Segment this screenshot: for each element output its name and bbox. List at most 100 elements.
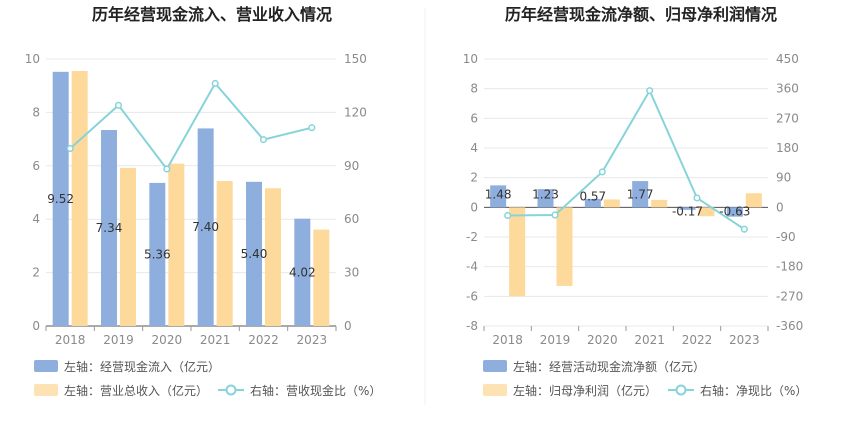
bar-secondary-2023 bbox=[313, 229, 330, 326]
left-tick-label: 4 bbox=[470, 141, 478, 155]
x-tick-label: 2023 bbox=[297, 333, 328, 347]
data-label-2023: -0.63 bbox=[719, 204, 750, 218]
data-label-2022: 5.40 bbox=[241, 247, 268, 261]
bar-secondary-2018 bbox=[71, 71, 88, 326]
bar-primary-2021 bbox=[632, 181, 649, 208]
legend-marker-net-ratio bbox=[675, 384, 687, 396]
bar-secondary-2021 bbox=[216, 181, 233, 326]
right-tick-label: -180 bbox=[776, 260, 803, 274]
bars bbox=[490, 181, 762, 297]
ratio-point-2022 bbox=[259, 136, 268, 144]
right-tick-label: 360 bbox=[776, 82, 799, 96]
data-labels: 9.52 7.34 5.36 7.40 5.40 4.02 bbox=[47, 192, 315, 279]
left-tick-label: 10 bbox=[25, 52, 40, 66]
bar-primary-2019 bbox=[101, 130, 117, 326]
legend: 左轴：经营活动现金流净额（亿元） 左轴：归母净利润（亿元） 右轴：净现比（%） bbox=[483, 359, 807, 398]
x-tick-label: 2019 bbox=[103, 333, 134, 347]
ratio-point-2021 bbox=[211, 79, 219, 87]
data-label-2019: 7.34 bbox=[96, 221, 123, 235]
ratio-point-2019 bbox=[551, 211, 559, 219]
data-label-2022: -0.17 bbox=[672, 204, 703, 218]
ratio-point-2018 bbox=[66, 144, 74, 153]
right-tick-label: -90 bbox=[776, 230, 796, 244]
x-axis-ticks: 2018 2019 2020 2021 2022 2023 bbox=[483, 326, 769, 347]
x-tick-label: 2018 bbox=[492, 333, 523, 347]
right-tick-label: 90 bbox=[344, 159, 359, 173]
bar-secondary-2023 bbox=[745, 193, 762, 208]
bar-secondary-2019 bbox=[120, 167, 136, 326]
legend: 左轴：经营现金流入（亿元） 左轴：营业总收入（亿元） 右轴：营收现金比（%） bbox=[34, 359, 381, 398]
bar-primary-2018 bbox=[52, 71, 69, 326]
chart-panel-cash-inflow-revenue: 历年经营现金流入、营业收入情况 0 2 4 6 8 10 0 30 60 90 120 150 20… bbox=[25, 5, 382, 398]
ratio-line bbox=[66, 79, 316, 173]
x-tick-label: 2020 bbox=[587, 333, 618, 347]
legend-cash-inflow[interactable]: 左轴：经营现金流入（亿元） bbox=[64, 359, 220, 374]
left-tick-label: 4 bbox=[32, 212, 40, 226]
bar-primary-2020 bbox=[584, 198, 601, 208]
ratio-point-2023 bbox=[740, 225, 748, 233]
right-tick-label: 180 bbox=[776, 141, 799, 155]
chart-title: 历年经营现金流入、营业收入情况 bbox=[92, 5, 332, 24]
bar-secondary-2019 bbox=[556, 207, 573, 286]
right-tick-label: 150 bbox=[344, 52, 367, 66]
bar-primary-2022 bbox=[246, 181, 262, 326]
legend-ratio[interactable]: 右轴：营收现金比（%） bbox=[250, 383, 381, 398]
data-label-2018: 9.52 bbox=[47, 192, 74, 206]
data-labels: 1.48 1.23 0.57 1.77 -0.17 -0.63 bbox=[485, 187, 751, 218]
bar-primary-2023 bbox=[726, 207, 743, 217]
legend-net-profit[interactable]: 左轴：归母净利润（亿元） bbox=[513, 383, 657, 398]
bar-secondary-2020 bbox=[168, 163, 185, 326]
legend-swatch-cash-inflow bbox=[34, 360, 58, 372]
data-label-2021: 1.77 bbox=[627, 187, 654, 201]
right-tick-label: -360 bbox=[776, 319, 803, 333]
left-tick-label: 2 bbox=[32, 266, 40, 280]
left-tick-label: 0 bbox=[470, 200, 478, 214]
ratio-point-2020 bbox=[163, 165, 171, 173]
data-label-2023: 4.02 bbox=[289, 265, 316, 279]
bar-primary-2022 bbox=[679, 207, 696, 210]
right-axis-ticks: -360 -270 -180 -90 0 90 180 270 360 450 bbox=[776, 52, 803, 333]
bar-primary-2020 bbox=[149, 182, 166, 326]
right-tick-label: 90 bbox=[776, 171, 791, 185]
bar-primary-2018 bbox=[490, 185, 507, 208]
left-tick-label: 2 bbox=[470, 171, 478, 185]
left-tick-label: 10 bbox=[463, 52, 478, 66]
x-tick-label: 2022 bbox=[248, 333, 279, 347]
bar-primary-2021 bbox=[197, 128, 214, 326]
left-axis-ticks: 0 2 4 6 8 10 bbox=[25, 52, 40, 333]
ratio-line bbox=[504, 87, 748, 233]
ratio-point-2018 bbox=[504, 211, 512, 220]
legend-revenue[interactable]: 左轴：营业总收入（亿元） bbox=[64, 383, 208, 398]
bar-secondary-2022 bbox=[698, 207, 715, 217]
x-tick-label: 2021 bbox=[634, 333, 665, 347]
ratio-point-2020 bbox=[598, 168, 606, 176]
left-tick-label: 6 bbox=[470, 111, 478, 125]
data-label-2018: 1.48 bbox=[485, 187, 512, 201]
legend-net-ratio[interactable]: 右轴：净现比（%） bbox=[700, 383, 807, 398]
legend-marker-ratio bbox=[225, 384, 237, 396]
bar-secondary-2022 bbox=[265, 188, 281, 326]
right-tick-label: 30 bbox=[344, 266, 359, 280]
left-tick-label: -8 bbox=[466, 319, 478, 333]
left-tick-label: -4 bbox=[466, 260, 478, 274]
x-tick-label: 2021 bbox=[200, 333, 231, 347]
chart-panel-net-cashflow-profit: 历年经营现金流净额、归母净利润情况 -8 -6 -4 -2 0 2 4 6 8 10 -360 -2… bbox=[463, 5, 808, 398]
left-tick-label: 6 bbox=[32, 159, 40, 173]
ratio-point-2023 bbox=[308, 124, 316, 132]
bar-primary-2019 bbox=[537, 189, 554, 208]
data-label-2020: 5.36 bbox=[144, 247, 171, 261]
right-tick-label: 0 bbox=[344, 319, 352, 333]
data-label-2020: 0.57 bbox=[579, 189, 606, 203]
x-tick-label: 2018 bbox=[55, 333, 86, 347]
left-tick-label: -6 bbox=[466, 289, 478, 303]
chart-title: 历年经营现金流净额、归母净利润情况 bbox=[505, 5, 777, 24]
bars bbox=[52, 71, 330, 326]
bar-primary-2023 bbox=[294, 218, 311, 326]
grid-lines bbox=[46, 58, 336, 327]
left-axis-ticks: -8 -6 -4 -2 0 2 4 6 8 10 bbox=[463, 52, 478, 333]
left-tick-label: 8 bbox=[470, 82, 478, 96]
legend-swatch-net-cashflow bbox=[483, 360, 507, 372]
ratio-polyline bbox=[507, 88, 745, 231]
legend-net-cashflow[interactable]: 左轴：经营活动现金流净额（亿元） bbox=[513, 359, 705, 374]
